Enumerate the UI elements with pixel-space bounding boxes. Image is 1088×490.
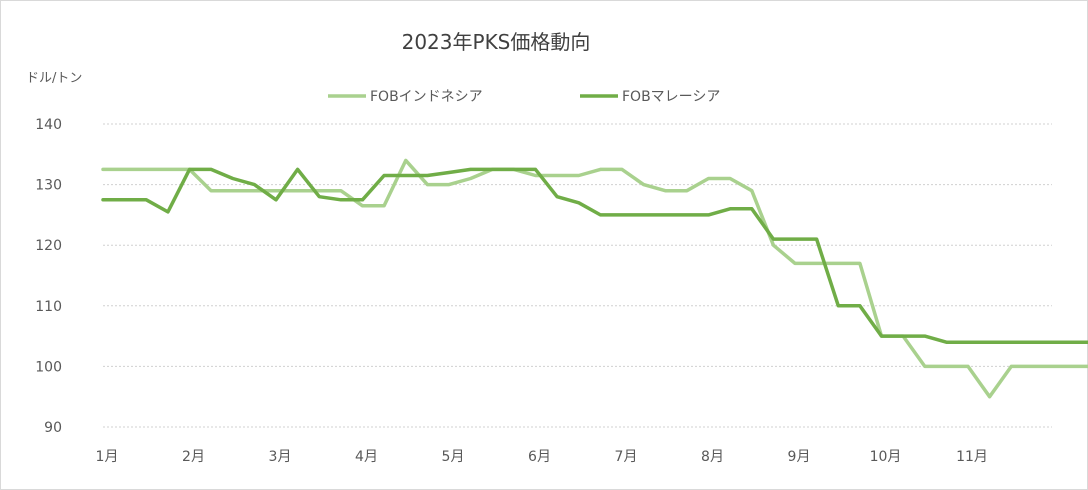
x-tick-label: 2月 xyxy=(182,449,205,465)
legend-label: FOBインドネシア xyxy=(370,89,483,105)
x-axis-ticks: 1月 2月 3月 4月 5月 6月 7月 8月 9月 10月 11月 xyxy=(96,449,988,465)
series-line-2 xyxy=(101,167,1088,344)
x-tick-label: 8月 xyxy=(701,449,724,465)
series-lines xyxy=(101,158,1088,399)
y-tick-label: 90 xyxy=(44,420,62,436)
series-line-1 xyxy=(101,158,1088,399)
y-axis-unit-label: ドル/トン xyxy=(26,71,82,86)
y-tick-label: 100 xyxy=(35,359,62,375)
x-tick-label: 4月 xyxy=(355,449,378,465)
y-tick-label: 140 xyxy=(35,117,62,133)
y-tick-label: 120 xyxy=(35,238,62,254)
legend-label: FOBマレーシア xyxy=(622,89,720,105)
x-tick-label: 3月 xyxy=(269,449,292,465)
legend-item-2: FOBマレーシア xyxy=(580,89,720,105)
x-tick-label: 7月 xyxy=(615,449,638,465)
legend-item-1: FOBインドネシア xyxy=(328,89,483,105)
x-tick-label: 10月 xyxy=(870,449,902,465)
x-tick-label: 1月 xyxy=(96,449,119,465)
gridlines xyxy=(103,123,1052,428)
x-tick-label: 5月 xyxy=(442,449,465,465)
chart-title: 2023年PKS価格動向 xyxy=(402,30,591,54)
y-tick-label: 130 xyxy=(35,178,62,194)
x-tick-label: 11月 xyxy=(956,449,988,465)
y-axis-ticks: 90 100 110 120 130 140 xyxy=(35,117,62,436)
y-tick-label: 110 xyxy=(35,299,62,315)
legend: FOBインドネシア FOBマレーシア xyxy=(328,89,720,105)
x-tick-label: 9月 xyxy=(788,449,811,465)
x-tick-label: 6月 xyxy=(528,449,551,465)
